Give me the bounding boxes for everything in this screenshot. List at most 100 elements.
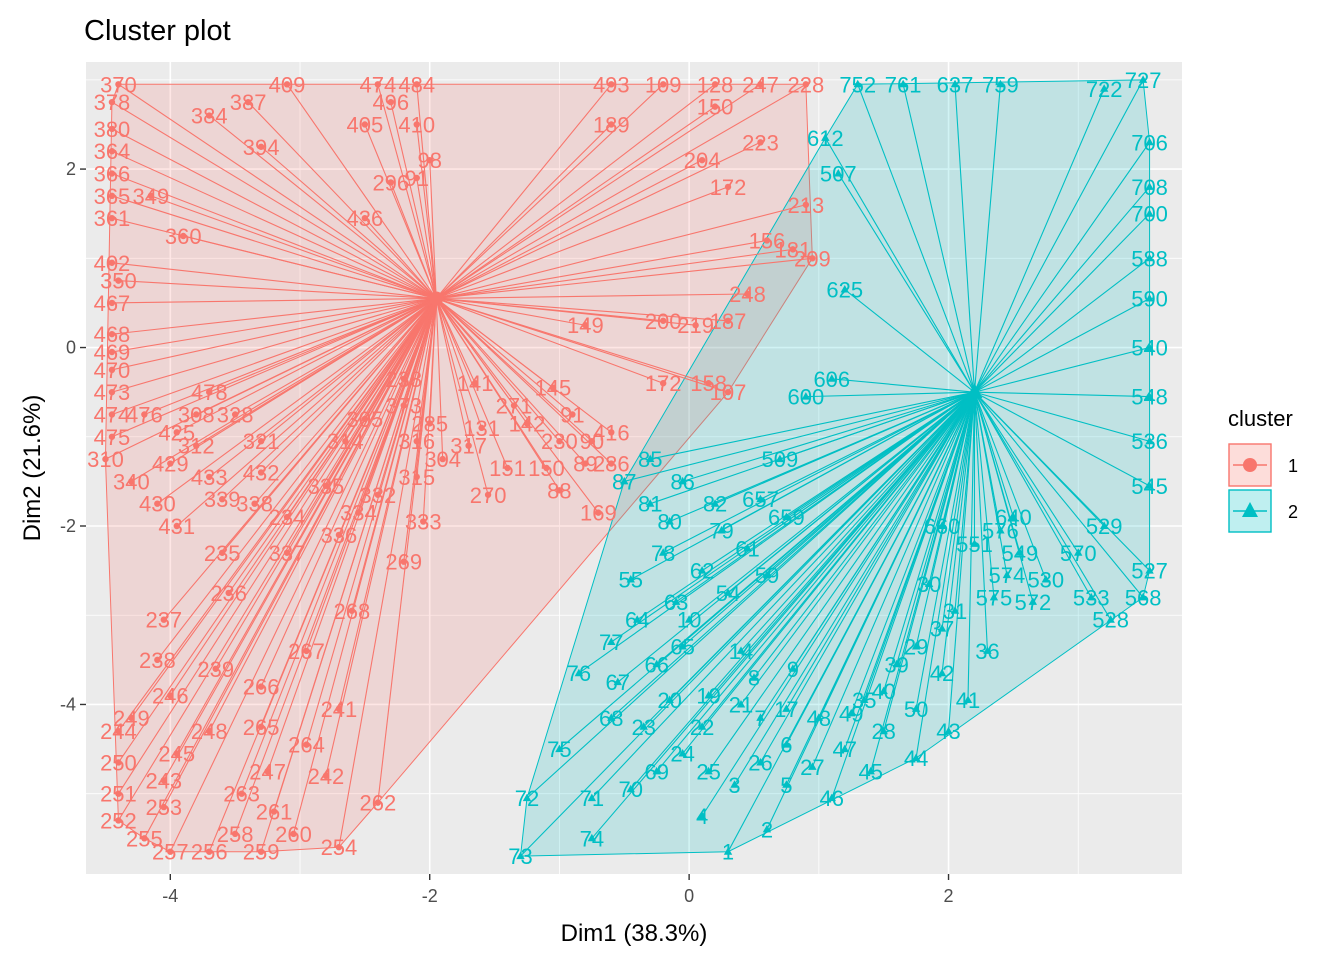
cluster-1-point xyxy=(147,192,155,200)
cluster-2-point xyxy=(840,285,849,293)
point-label: 247 xyxy=(249,759,286,784)
cluster-2-segment xyxy=(520,391,975,857)
cluster-1-point xyxy=(342,438,349,445)
cluster-1-segment xyxy=(416,124,437,299)
cluster-1-point xyxy=(108,411,116,418)
cluster-1-point xyxy=(108,299,116,307)
point-label: 78 xyxy=(651,541,675,566)
point-label: 659 xyxy=(768,505,805,530)
cluster-1-segment xyxy=(208,298,437,478)
cluster-1-point xyxy=(608,429,615,436)
cluster-2-segment xyxy=(662,391,975,554)
point-label: 752 xyxy=(839,72,876,97)
cluster-1-point xyxy=(420,518,427,525)
point-label: 425 xyxy=(158,420,195,445)
point-label: 150 xyxy=(528,456,565,481)
point-label: 9 xyxy=(787,657,799,682)
cluster-1-segment xyxy=(286,83,437,299)
cluster-1-point xyxy=(270,808,278,815)
cluster-1-point xyxy=(724,317,732,324)
point-label: 247 xyxy=(742,72,779,97)
y-tick-label: 2 xyxy=(66,159,76,179)
point-label: 338 xyxy=(236,492,273,517)
cluster-2-segment xyxy=(682,391,975,482)
cluster-2-segment xyxy=(740,391,975,705)
cluster-2-point xyxy=(620,476,629,485)
cluster-1-point xyxy=(218,496,226,503)
cluster-1-segment xyxy=(195,297,437,447)
cluster-1-segment xyxy=(435,298,444,460)
point-label: 245 xyxy=(158,742,195,767)
cluster-2-segment xyxy=(973,391,1047,580)
point-label: 14 xyxy=(729,639,753,664)
cluster-2-segment xyxy=(753,391,975,679)
cluster-1-point xyxy=(374,81,382,88)
cluster-2-segment xyxy=(708,391,975,772)
cluster-2-segment xyxy=(974,391,1150,398)
cluster-1-point xyxy=(108,214,116,222)
y-axis: -4 -2 0 2 xyxy=(60,159,86,714)
cluster-1-point xyxy=(659,317,667,324)
cluster-1-point xyxy=(154,500,161,507)
cluster-1-segment xyxy=(403,298,437,406)
point-label: 29 xyxy=(904,634,928,659)
cluster-2-centroid xyxy=(966,383,983,399)
cluster-1-point xyxy=(115,277,122,284)
point-label: 30 xyxy=(917,572,941,597)
point-label: 475 xyxy=(94,425,131,450)
cluster-1-segment xyxy=(221,298,437,500)
point-label: 328 xyxy=(217,402,254,427)
cluster-2-point xyxy=(853,79,862,88)
point-label: 246 xyxy=(152,684,189,709)
cluster-2-segment xyxy=(779,391,975,460)
point-label: 258 xyxy=(217,822,254,847)
cluster-2-point xyxy=(516,851,525,860)
point-label: 261 xyxy=(256,800,293,825)
cluster-1-segment xyxy=(435,298,573,415)
cluster-1-segment xyxy=(435,298,470,446)
cluster-1-segment xyxy=(435,141,761,299)
point-label: 473 xyxy=(94,380,131,405)
cluster-1-point xyxy=(108,330,116,338)
point-label: 235 xyxy=(204,541,241,566)
cluster-1-segment xyxy=(117,298,437,763)
cluster-2-point xyxy=(1145,137,1154,146)
point-label: 268 xyxy=(334,599,371,624)
cluster-1-point xyxy=(154,656,161,664)
point-label: 260 xyxy=(275,822,312,847)
cluster-2-segment xyxy=(617,391,975,683)
cluster-1-segment xyxy=(111,173,437,299)
cluster-2-segment xyxy=(973,391,1092,598)
cluster-1-point xyxy=(115,759,122,766)
cluster-2-point xyxy=(827,374,836,382)
point-label: 316 xyxy=(398,429,435,454)
cluster-2-point xyxy=(775,454,785,463)
cluster-1-point xyxy=(608,121,615,128)
cluster-1-point xyxy=(692,322,699,329)
cluster-2-point xyxy=(756,713,765,721)
point-label: 242 xyxy=(308,764,345,789)
point-label: 230 xyxy=(541,429,578,454)
cluster-1-segment xyxy=(435,298,599,513)
cluster-2-segment xyxy=(973,79,1144,393)
cluster-1-segment xyxy=(247,101,437,299)
point-label: 529 xyxy=(1086,514,1123,539)
point-label: 317 xyxy=(450,434,487,459)
cluster-2-point xyxy=(1106,615,1115,623)
cluster-1-point xyxy=(809,255,816,262)
cluster-2-segment xyxy=(591,391,975,799)
cluster-1-segment xyxy=(111,297,437,415)
point-label: 200 xyxy=(645,309,682,334)
x-tick-label: 0 xyxy=(684,886,694,906)
cluster-2-point xyxy=(697,722,707,730)
legend-title: cluster xyxy=(1228,406,1293,431)
point-label: 370 xyxy=(100,72,137,97)
point-label: 89 xyxy=(573,452,597,477)
point-label: 590 xyxy=(1131,286,1168,311)
cluster-1-point xyxy=(102,455,109,463)
point-label: 10 xyxy=(677,608,701,633)
point-label: 436 xyxy=(347,206,384,231)
point-label: 467 xyxy=(94,291,131,316)
cluster-2-point xyxy=(646,454,655,463)
cluster-1-point xyxy=(193,442,200,449)
